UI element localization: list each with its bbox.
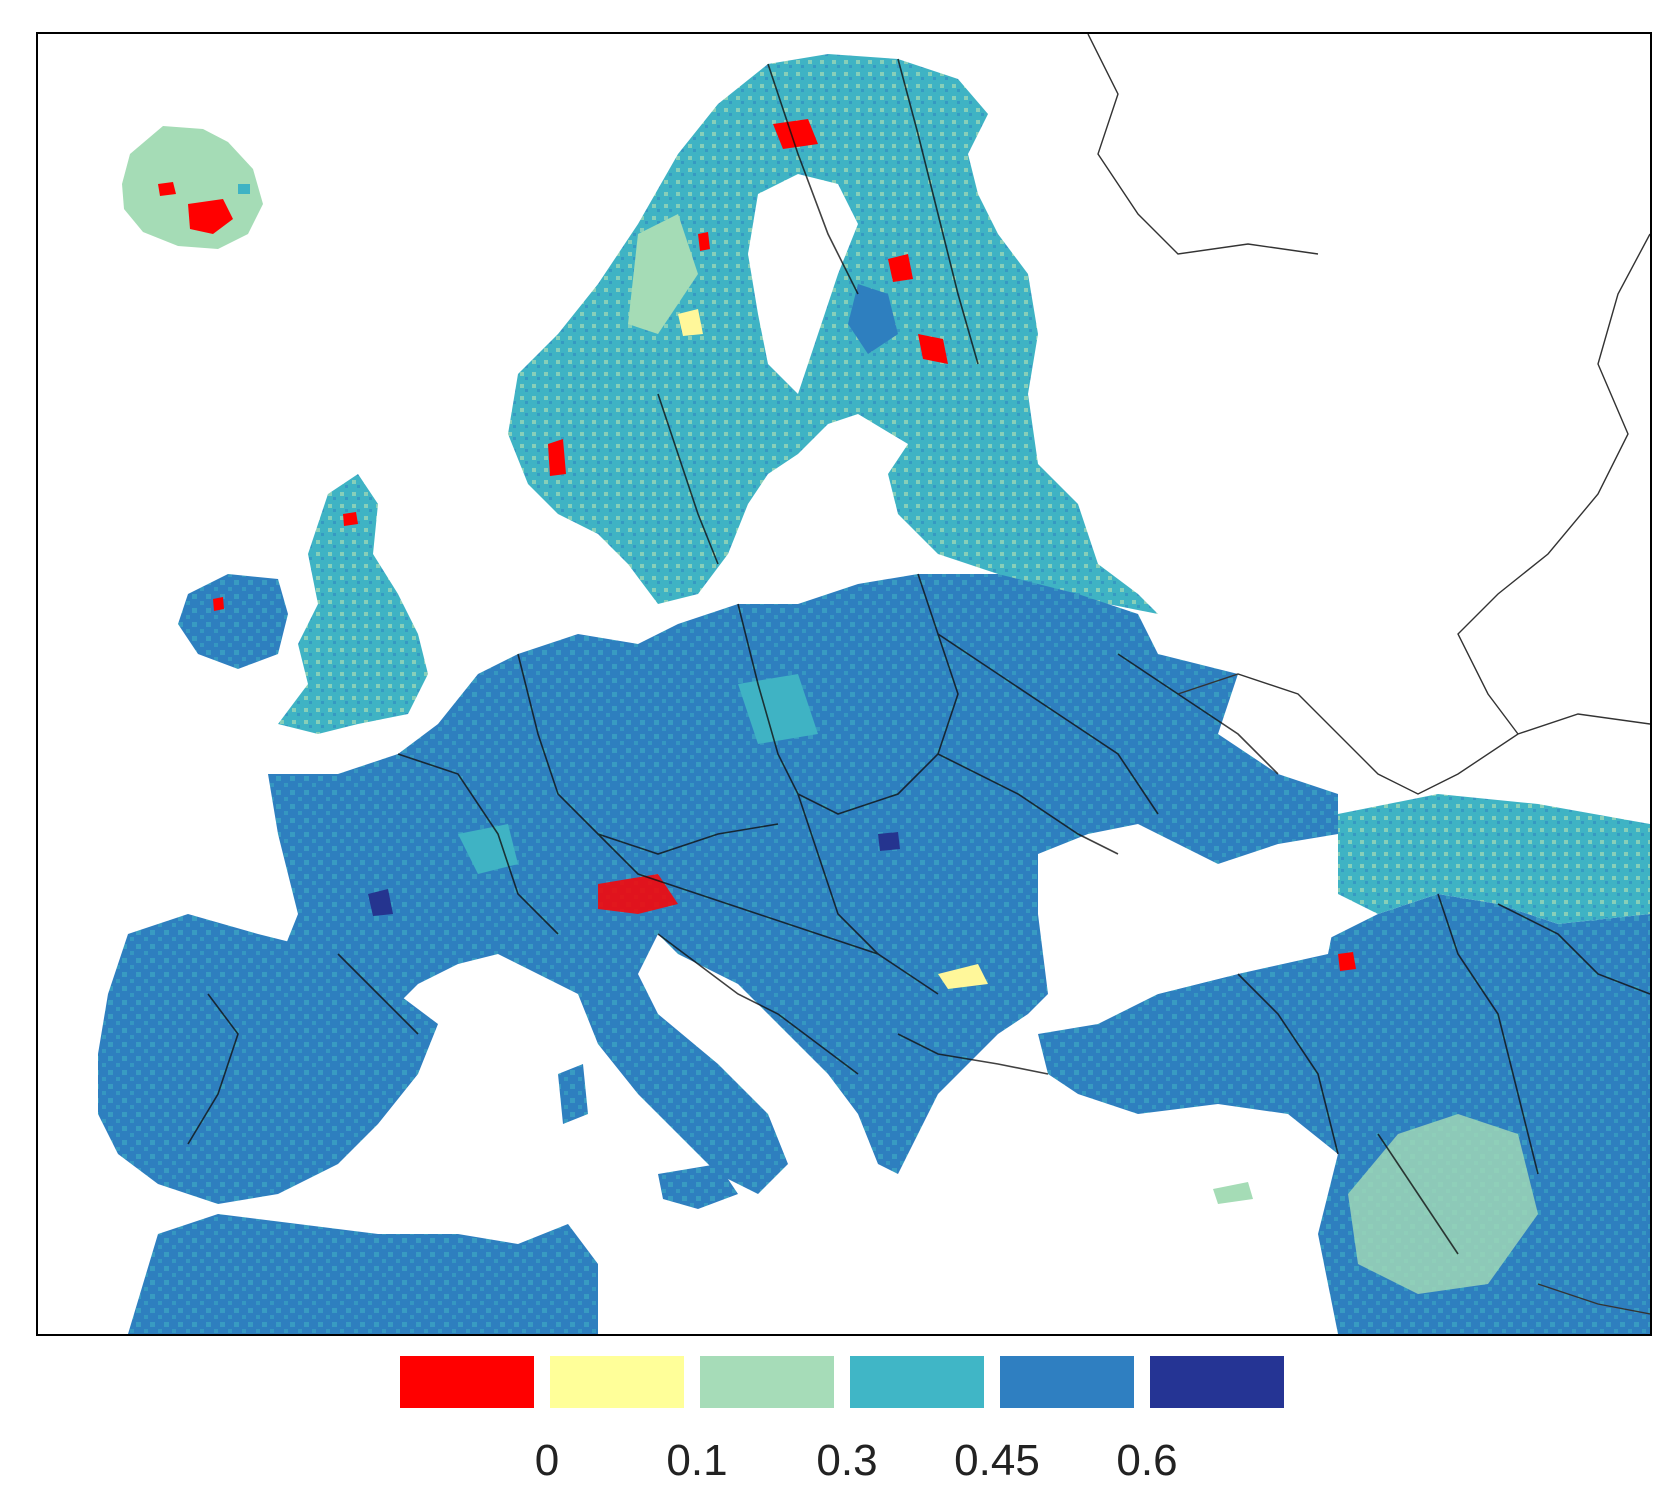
legend-swatch: [400, 1356, 534, 1408]
legend-tick-label: 0: [534, 1436, 560, 1485]
north-africa: [128, 1214, 598, 1334]
black-sea: [1048, 844, 1338, 1014]
country-borders: [187, 58, 1650, 1255]
legend-tick-label: 0.6: [1116, 1436, 1178, 1485]
mediterranean-islands: [558, 1064, 1253, 1209]
europe-map: [98, 34, 1650, 1334]
map-frame: [36, 32, 1652, 1336]
legend-tick-label: 0.3: [816, 1436, 878, 1485]
outline-borders-east: [1087, 34, 1650, 1315]
legend-tick-label: 0.45: [954, 1436, 1040, 1485]
legend-tick-label: 0.1: [666, 1436, 728, 1485]
legend-swatch: [1150, 1356, 1284, 1408]
turkey-middle-east: [1038, 794, 1650, 1334]
color-legend: 0 0.1 0.3 0.45 0.6: [0, 1356, 1680, 1485]
british-isles: [178, 474, 428, 734]
legend-swatch: [700, 1356, 834, 1408]
iceland: [122, 126, 263, 249]
legend-swatch: [550, 1356, 684, 1408]
legend-swatch: [850, 1356, 984, 1408]
legend-swatch: [1000, 1356, 1134, 1408]
scandinavia: [508, 54, 1158, 614]
